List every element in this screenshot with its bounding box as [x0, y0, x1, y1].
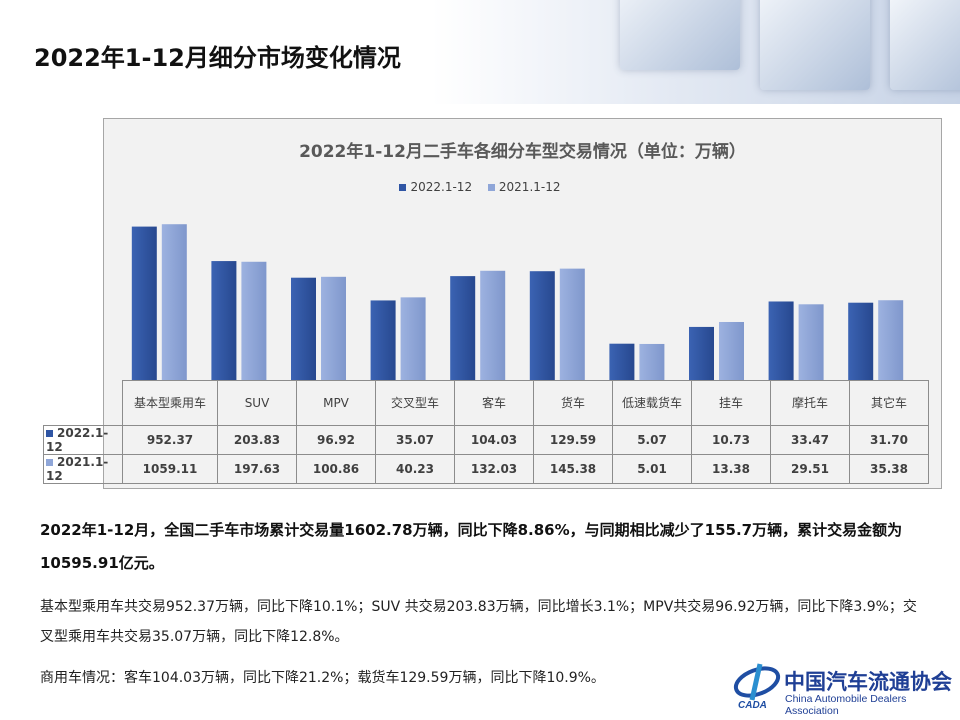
commercial-text: 商用车情况：客车104.03万辆，同比下降21.2%；载货车129.59万辆，同…: [40, 670, 605, 686]
bar-2021.1-12-客车: [480, 270, 506, 380]
bar-2022.1-12-摩托车: [768, 301, 794, 380]
table-cell: 104.03: [454, 425, 534, 455]
category-label: 挂车: [691, 380, 771, 426]
table-cell: 35.07: [375, 425, 455, 455]
table-cell: 203.83: [217, 425, 297, 455]
bar-2022.1-12-交叉型车: [370, 300, 396, 380]
category-label: 货车: [533, 380, 613, 426]
bar-2021.1-12-SUV: [241, 261, 267, 380]
table-cell: 1059.11: [122, 454, 218, 484]
logo-text-cn: 中国汽车流通协会: [784, 669, 952, 694]
table-cell: 13.38: [691, 454, 771, 484]
bar-2021.1-12-货车: [559, 268, 585, 380]
legend-swatch: [487, 184, 495, 191]
category-label: MPV: [296, 380, 376, 426]
bar-2022.1-12-客车: [450, 276, 476, 380]
category-label: 低速载货车: [612, 380, 692, 426]
chart-legend: 2022.1-12 2021.1-12: [0, 180, 960, 194]
legend-label: 2022.1-12: [410, 180, 473, 194]
cada-logo: CADA 中国汽车流通协会 China Automobile Dealers A…: [732, 660, 957, 717]
logo-text-en: China Automobile Dealers Association: [785, 693, 907, 717]
passenger-text: 基本型乘用车共交易952.37万辆，同比下降10.1%；SUV 共交易203.8…: [40, 599, 917, 645]
bar-2022.1-12-MPV: [291, 277, 316, 380]
table-cell: 40.23: [375, 454, 455, 484]
header-decoration: [530, 0, 960, 104]
bar-2021.1-12-交叉型车: [400, 297, 426, 380]
category-label: 摩托车: [770, 380, 850, 426]
category-label: 基本型乘用车: [122, 380, 218, 426]
bar-2022.1-12-低速载货车: [609, 343, 635, 380]
table-cell: 10.73: [691, 425, 771, 455]
table-cell: 132.03: [454, 454, 534, 484]
bar-2022.1-12-SUV: [211, 261, 237, 380]
bar-2021.1-12-低速载货车: [639, 343, 665, 380]
table-cell: 5.01: [612, 454, 692, 484]
category-label: 其它车: [849, 380, 929, 426]
category-label: 交叉型车: [375, 380, 455, 426]
bar-2021.1-12-基本型乘用车: [161, 224, 187, 380]
legend-item-2022: 2022.1-12: [399, 180, 472, 194]
page-title: 2022年1-12月细分市场变化情况: [34, 44, 401, 72]
bar-2021.1-12-挂车: [719, 321, 744, 380]
legend-item-2021: 2021.1-12: [487, 180, 561, 194]
bar-2021.1-12-其它车: [878, 300, 904, 380]
cada-emblem-icon: CADA: [733, 663, 781, 710]
bar-2022.1-12-基本型乘用车: [131, 226, 157, 380]
bar-2021.1-12-MPV: [321, 276, 346, 380]
chart-title: 2022年1-12月二手车各细分车型交易情况（单位：万辆）: [299, 142, 746, 162]
summary-text: 2022年1-12月，全国二手车市场累计交易量1602.78万辆，同比下降8.8…: [40, 521, 903, 572]
legend-label: 2021.1-12: [498, 180, 561, 194]
table-cell: 5.07: [612, 425, 692, 455]
table-cell: 129.59: [533, 425, 613, 455]
table-cell: 197.63: [217, 454, 297, 484]
table-cell: 952.37: [122, 425, 218, 455]
table-cell: 96.92: [296, 425, 376, 455]
table-cell: 29.51: [770, 454, 850, 484]
table-corner: [43, 380, 123, 426]
bar-2021.1-12-摩托车: [798, 304, 824, 380]
header-banner: [0, 0, 960, 104]
table-cell: 31.70: [849, 425, 929, 455]
row-header-2022: 2022.1-12: [43, 425, 123, 455]
table-cell: 33.47: [770, 425, 850, 455]
table-cell: 145.38: [533, 454, 613, 484]
table-cell: 100.86: [296, 454, 376, 484]
legend-swatch: [399, 184, 407, 191]
bar-2022.1-12-挂车: [689, 326, 714, 380]
row-header-2021: 2021.1-12: [43, 454, 123, 484]
table-cell: 35.38: [849, 454, 929, 484]
category-label: SUV: [217, 380, 297, 426]
bar-2022.1-12-货车: [529, 271, 555, 380]
category-label: 客车: [454, 380, 534, 426]
data-table: 基本型乘用车 SUV MPV 交叉型车 客车 货车 低速载货车 挂车 摩托车 其它车 2022.1…: [43, 380, 929, 484]
bar-2022.1-12-其它车: [848, 302, 874, 380]
svg-text:CADA: CADA: [738, 700, 767, 710]
